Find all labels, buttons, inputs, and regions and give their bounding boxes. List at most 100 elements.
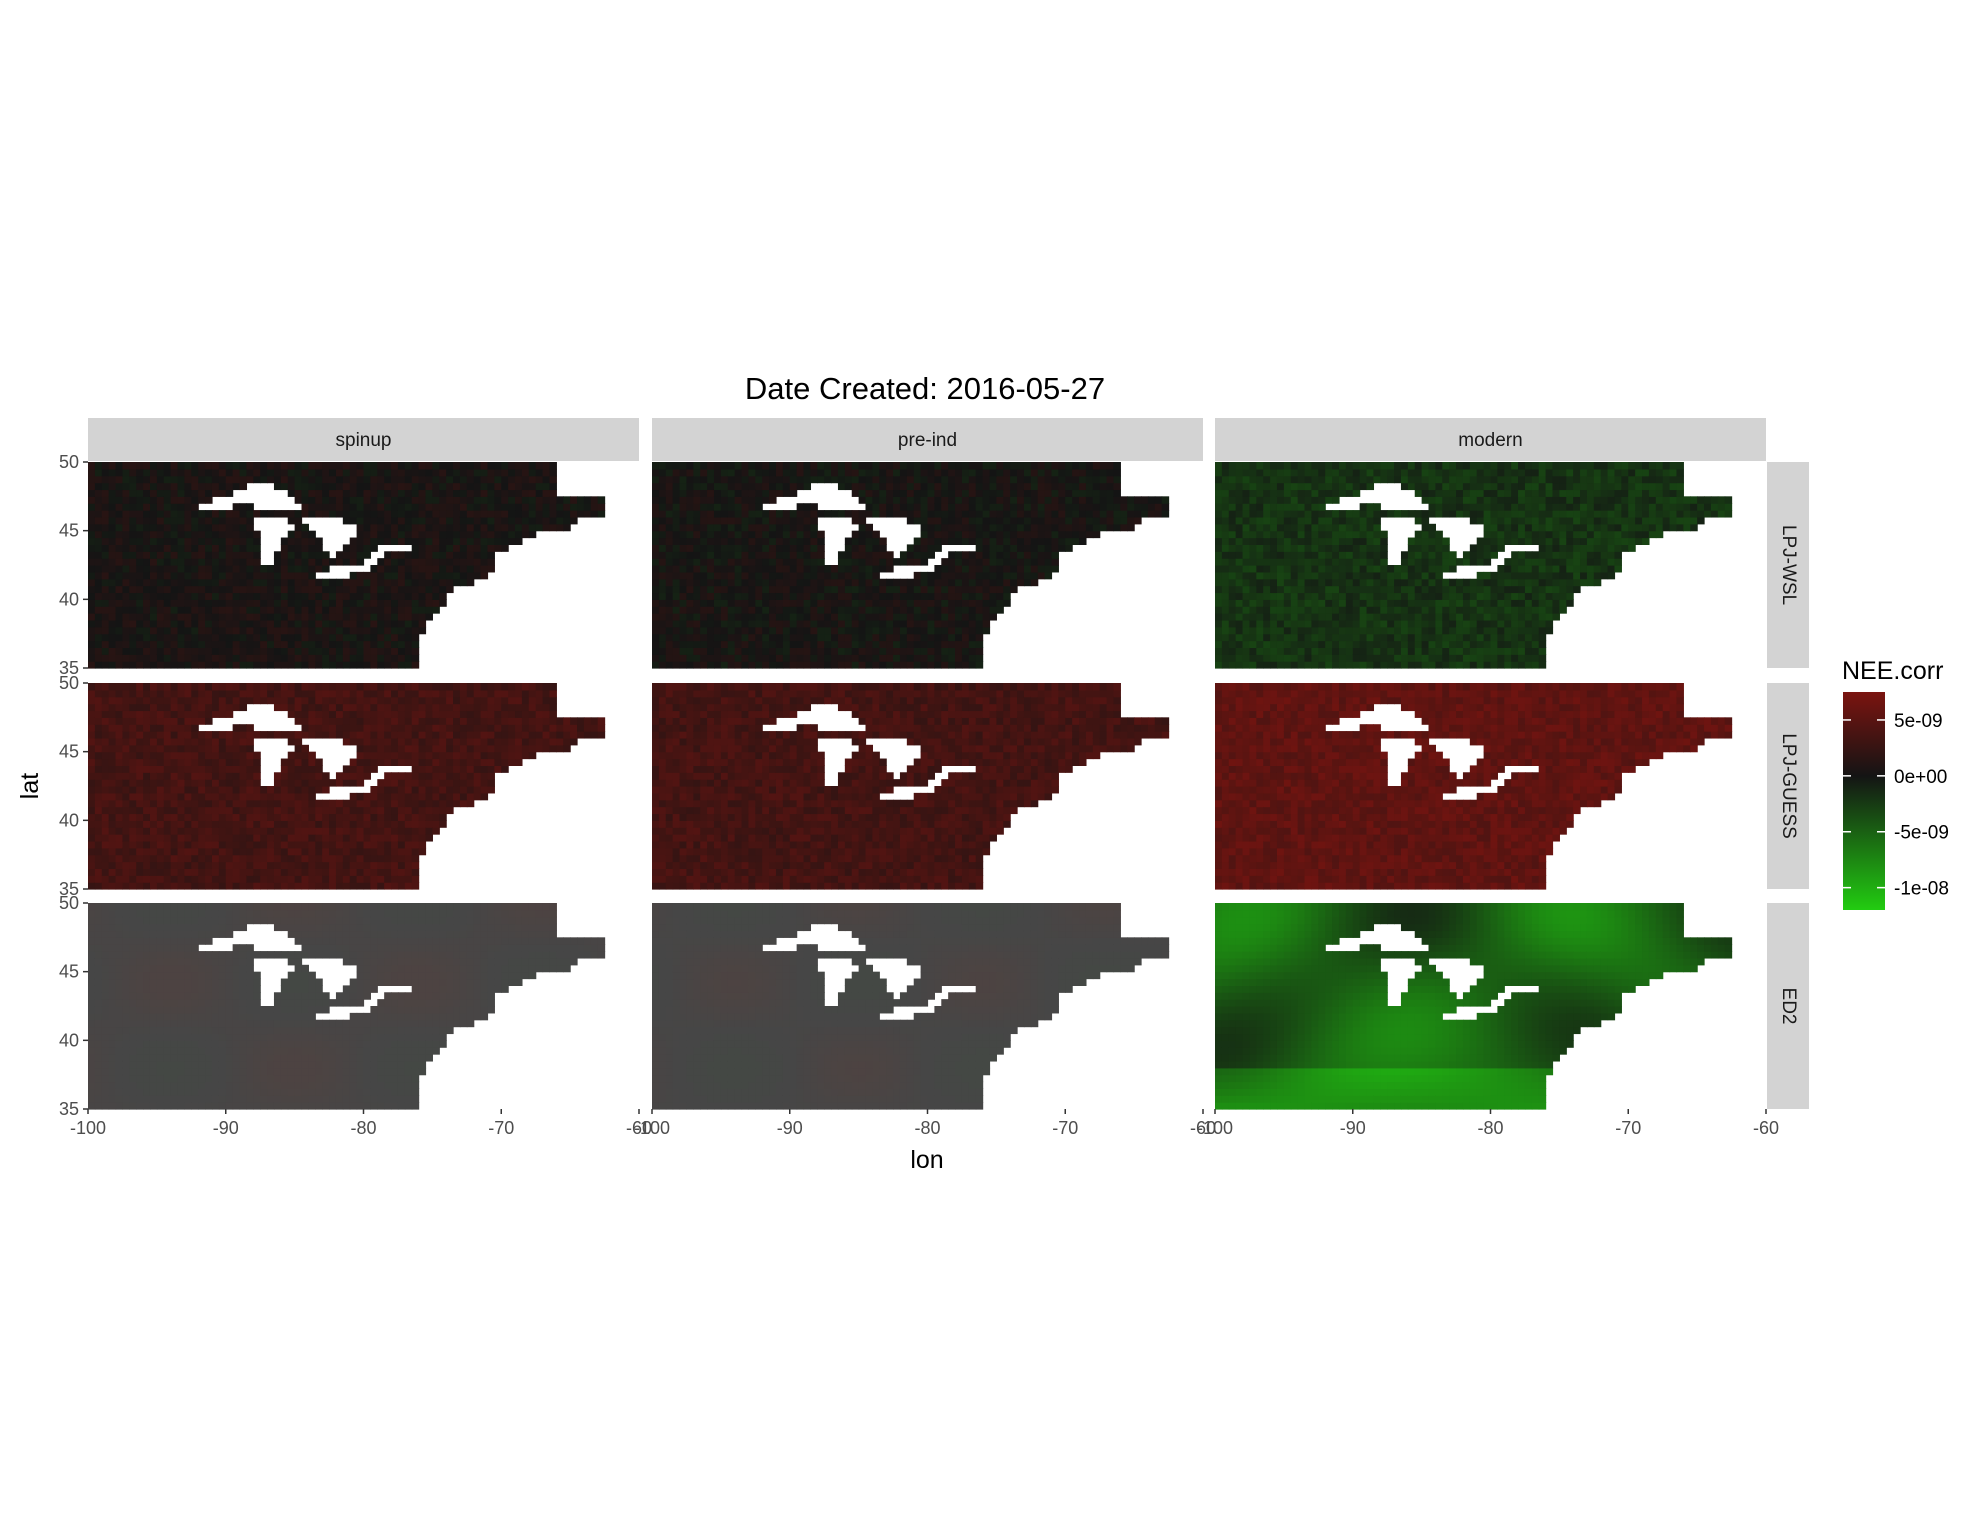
heatmap-cell — [1106, 462, 1115, 470]
heatmap-cell — [1387, 661, 1395, 669]
heatmap-cell — [961, 496, 970, 504]
heatmap-cell — [198, 578, 206, 587]
heatmap-cell — [1442, 661, 1450, 669]
heatmap-cell — [246, 640, 254, 648]
heatmap-cell — [1221, 619, 1230, 628]
heatmap-cell — [734, 496, 743, 504]
heatmap-cell — [115, 633, 124, 642]
heatmap-cell — [1010, 571, 1018, 580]
heatmap-cell — [480, 530, 489, 539]
heatmap-cell — [1586, 462, 1595, 470]
heatmap-cell — [129, 613, 137, 621]
heatmap-cell — [308, 537, 316, 545]
heatmap-cell — [1366, 585, 1375, 594]
heatmap-cell — [1072, 537, 1080, 545]
heatmap-cell — [218, 578, 227, 587]
heatmap-cell — [1352, 475, 1361, 484]
heatmap-cell — [837, 462, 846, 470]
heatmap-cell — [432, 482, 440, 491]
heatmap-cell — [163, 503, 172, 511]
heatmap-cell — [177, 503, 186, 511]
heatmap-cell — [748, 496, 756, 504]
heatmap-cell — [755, 530, 763, 539]
heatmap-cell — [948, 468, 956, 477]
heatmap-cell — [1345, 510, 1354, 518]
heatmap-cell — [1345, 606, 1354, 614]
heatmap-cell — [720, 510, 729, 518]
heatmap-cell — [1462, 510, 1471, 518]
heatmap-cell — [349, 592, 358, 600]
heatmap-cell — [858, 654, 867, 662]
heatmap-cell — [1256, 585, 1264, 594]
heatmap-cell — [480, 503, 489, 511]
heatmap-cell — [948, 626, 956, 635]
heatmap-cell — [349, 633, 358, 642]
heatmap-cell — [377, 516, 385, 525]
heatmap-cell — [858, 516, 867, 525]
heatmap-cell — [391, 462, 399, 470]
heatmap-cell — [1456, 654, 1464, 662]
heatmap-cell — [356, 613, 365, 621]
heatmap-cell — [665, 558, 674, 566]
heatmap-cell — [748, 654, 756, 662]
heatmap-cell — [1256, 482, 1264, 491]
heatmap-cell — [934, 468, 942, 477]
heatmap-cell — [948, 482, 956, 491]
heatmap-cell — [658, 482, 667, 491]
heatmap-cell — [1270, 571, 1278, 580]
heatmap-cell — [741, 530, 750, 539]
heatmap-cell — [1483, 468, 1492, 477]
heatmap-cell — [101, 530, 110, 539]
heatmap-cell — [899, 647, 908, 655]
heatmap-cell — [1290, 626, 1299, 635]
heatmap-cell — [253, 585, 261, 594]
heatmap-cell — [975, 606, 984, 614]
heatmap-cell — [851, 551, 860, 559]
heatmap-cell — [1566, 482, 1574, 491]
heatmap-cell — [879, 599, 887, 607]
heatmap-cell — [769, 640, 777, 648]
heatmap-cell — [996, 565, 1004, 573]
heatmap-cell — [1580, 462, 1588, 470]
heatmap-cell — [1435, 599, 1443, 607]
heatmap-cell — [377, 619, 385, 628]
heatmap-cell — [693, 462, 701, 470]
heatmap-cell — [803, 475, 812, 484]
heatmap-cell — [858, 647, 867, 655]
heatmap-cell — [1325, 551, 1333, 559]
heatmap-cell — [734, 613, 743, 621]
heatmap-cell — [225, 530, 234, 539]
heatmap-cell — [239, 544, 248, 552]
heatmap-cell — [308, 619, 316, 628]
panel-LPJ-WSL-modern — [1215, 462, 1766, 669]
heatmap-cell — [1023, 462, 1032, 470]
heatmap-cell — [796, 640, 805, 648]
heatmap-cell — [218, 462, 227, 470]
heatmap-cell — [948, 606, 956, 614]
heatmap-cell — [851, 654, 860, 662]
heatmap-cell — [1593, 523, 1602, 532]
heatmap-cell — [218, 516, 227, 525]
heatmap-cell — [734, 633, 743, 642]
heatmap-cell — [349, 551, 358, 559]
heatmap-cell — [1318, 475, 1326, 484]
heatmap-cell — [1345, 571, 1354, 580]
heatmap-cell — [1134, 496, 1142, 504]
heatmap-cell — [184, 544, 192, 552]
heatmap-cell — [329, 633, 337, 642]
heatmap-cell — [88, 544, 96, 552]
heatmap-cell — [975, 468, 984, 477]
heatmap-cell — [1559, 503, 1567, 511]
heatmap-cell — [315, 489, 323, 497]
heatmap-cell — [101, 503, 110, 511]
heatmap-cell — [1573, 489, 1581, 497]
heatmap-cell — [1228, 578, 1237, 587]
heatmap-cell — [927, 647, 935, 655]
heatmap-cell — [1435, 654, 1443, 662]
heatmap-cell — [748, 462, 756, 470]
heatmap-cell — [803, 613, 812, 621]
heatmap-cell — [700, 613, 708, 621]
heatmap-cell — [494, 462, 502, 470]
heatmap-cell — [273, 475, 282, 484]
heatmap-cell — [1621, 516, 1629, 525]
